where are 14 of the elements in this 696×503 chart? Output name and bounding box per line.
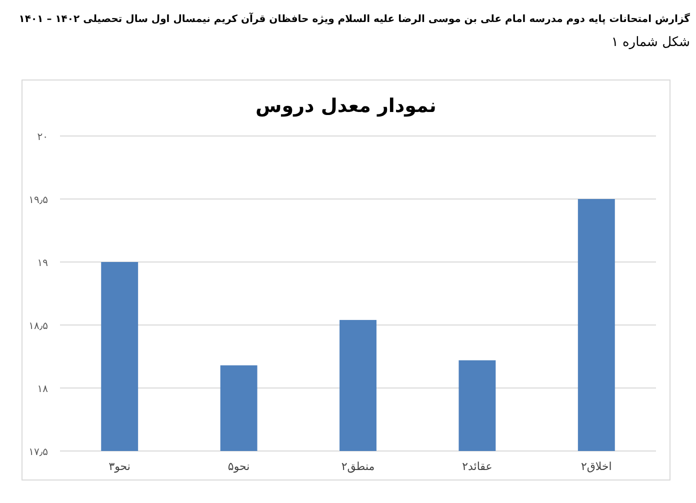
y-tick-label: ۱۹٫۵ <box>28 195 48 206</box>
x-tick-label: نحو۵ <box>228 460 250 473</box>
text: گزارش امتحانات پایه دوم مدرسه امام علی بن موسی الرضا علیه السلام ویژه حافظان قرآن کریم نیمسال اول سال تحصیلی ۱۴۰۲ – ۱۴۰۱ <box>18 12 690 25</box>
x-tick-label: عقائد۲ <box>462 460 492 473</box>
y-tick-label: ۱۸ <box>37 384 49 395</box>
y-tick-label: ۱۹ <box>37 258 48 269</box>
chart-title: نمودار معدل دروس <box>256 95 436 117</box>
y-tick-label: ۱۷٫۵ <box>28 447 48 458</box>
y-tick-label: ۲۰ <box>37 132 48 143</box>
x-tick-label: منطق۲ <box>341 460 375 473</box>
text: شکل شماره ۱ <box>611 35 690 50</box>
x-tick-label: اخلاق۲ <box>580 460 612 473</box>
x-tick-label: نحو۳ <box>108 460 130 473</box>
y-tick-label: ۱۸٫۵ <box>28 321 48 332</box>
